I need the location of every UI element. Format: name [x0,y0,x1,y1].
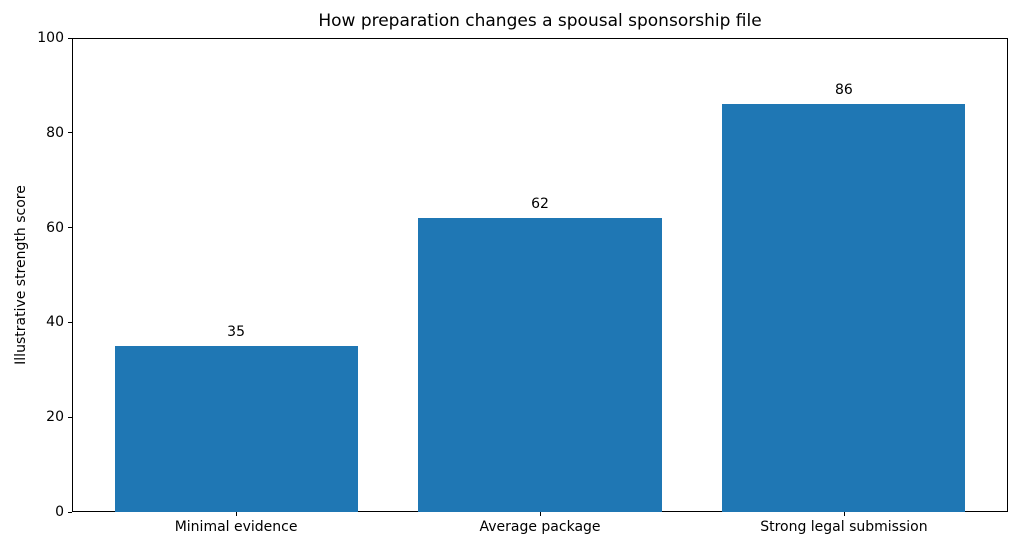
bar [722,104,966,512]
bar-value-label: 62 [531,196,549,213]
y-axis-label: Illustrative strength score [13,185,29,365]
bar [114,346,358,512]
y-tick-label: 20 [46,409,64,426]
y-tick-label: 100 [37,30,64,46]
x-tick-label: Average package [479,519,601,535]
y-tick-mark [68,37,72,39]
bar [418,218,662,512]
y-tick-mark [68,227,72,229]
y-tick-label: 80 [46,124,64,141]
y-tick-label: 60 [46,219,64,236]
x-tick-label: Strong legal submission [760,519,928,535]
x-tick-label: Minimal evidence [174,519,298,535]
chart-title: How preparation changes a spousal sponso… [318,11,762,31]
y-tick-mark [68,321,72,323]
y-tick-mark [68,511,72,513]
y-tick-label: 40 [46,314,64,331]
x-tick-mark [843,512,845,516]
bar-value-label: 35 [227,324,246,341]
y-tick-label: 0 [55,504,64,520]
y-tick-mark [68,416,72,418]
y-tick-mark [68,132,72,134]
x-tick-mark [236,512,238,516]
bar-value-label: 86 [834,82,853,99]
x-tick-mark [540,512,541,516]
